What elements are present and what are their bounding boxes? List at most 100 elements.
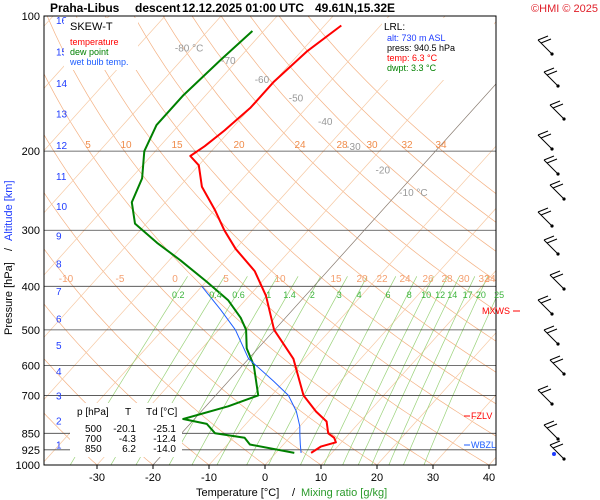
table-row-700-p: 700 — [85, 434, 102, 445]
wind-barb — [537, 35, 554, 56]
altitude-tick-label: 1 — [56, 440, 62, 451]
wind-barb-staff — [549, 104, 565, 120]
wind-barb-base — [550, 402, 554, 406]
wind-barb-base — [550, 312, 554, 316]
wind-barb-staff — [537, 389, 553, 405]
pressure-tick-label: 200 — [22, 146, 40, 158]
mixing-ratio-line — [268, 276, 368, 465]
pressure-tick-label: 300 — [22, 225, 40, 237]
table-row-850-td: -14.0 — [153, 444, 176, 455]
x-tick-label: 10 — [315, 472, 327, 484]
x-tick-label: 0 — [262, 472, 268, 484]
mixing-ratio-label: 0.6 — [232, 290, 245, 300]
x-tick-label: 30 — [427, 472, 439, 484]
wind-barb-base — [550, 224, 554, 228]
wind-barb — [537, 130, 554, 151]
chart-title-datetime: 12.12.2025 01:00 UTC — [182, 1, 304, 15]
dry-adiabat-line — [249, 16, 496, 252]
mixing-ratio-label: 12 — [435, 290, 445, 300]
wind-barb-staff — [549, 444, 565, 460]
table-row-850-p: 850 — [85, 444, 102, 455]
wind-barb-base — [562, 197, 566, 201]
wind-barb — [537, 385, 554, 406]
adiabat-label: 10 — [120, 140, 132, 151]
wind-barb — [537, 207, 554, 228]
adiabat-label: -5 — [116, 274, 125, 285]
wind-barb-base — [550, 147, 554, 151]
adiabat-label: 10 — [274, 274, 286, 285]
altitude-tick-label: 4 — [56, 367, 62, 378]
wind-barb-staff — [549, 184, 565, 200]
lrl-dwpt: dwpt: 3.3 °C — [387, 63, 437, 73]
wind-barb — [543, 235, 560, 256]
legend-wet-bulb: wet bulb temp. — [69, 57, 129, 67]
fzlv-label: FZLV — [471, 411, 492, 421]
altitude-tick-label: 3 — [56, 391, 62, 402]
mixing-ratio-label: 14 — [447, 290, 457, 300]
wind-barb — [543, 155, 560, 176]
wind-barb-base — [562, 372, 566, 376]
altitude-tick-label: 8 — [56, 260, 62, 271]
mixing-ratio-label: 8 — [407, 290, 412, 300]
adiabat-label: 24 — [294, 140, 306, 151]
wind-barb-feather — [549, 440, 561, 446]
wind-barb — [543, 325, 560, 346]
dry-adiabat-line — [220, 16, 496, 282]
mixing-ratio-line — [403, 276, 489, 465]
wind-barb-base — [556, 172, 560, 176]
altitude-tick-label: 16 — [56, 16, 68, 27]
wind-barb-base — [556, 84, 560, 88]
isotherm-label: -70 — [221, 56, 236, 67]
lrl-title: LRL: — [384, 22, 405, 33]
wind-barb-feather — [537, 130, 549, 136]
adiabat-label: 15 — [171, 140, 183, 151]
mixing-ratio-line — [357, 276, 448, 465]
chart-grid — [44, 16, 496, 465]
mixing-ratio-label: 17 — [463, 290, 473, 300]
wind-barb-feather — [552, 103, 564, 109]
wind-barb-staff — [549, 274, 565, 290]
dry-adiabat-line — [104, 16, 496, 405]
altitude-tick-label: 15 — [56, 48, 68, 59]
wind-barb-staff — [537, 134, 553, 150]
adiabat-label: 26 — [422, 274, 434, 285]
wind-barb-staff — [537, 39, 553, 55]
isotherm-line — [44, 16, 222, 214]
wind-barb-feather — [540, 210, 552, 216]
table-header-p: p [hPa] — [77, 407, 109, 418]
mixing-ratio-label: 6 — [385, 290, 390, 300]
isotherm-label: -50 — [289, 93, 304, 104]
pressure-tick-label: 600 — [22, 360, 40, 372]
wbzl-label: WBZL — [471, 440, 496, 450]
pressure-tick-label: 500 — [22, 325, 40, 337]
mixing-ratio-label: 20 — [476, 290, 486, 300]
wind-barb — [549, 180, 566, 201]
wind-barb-base — [562, 457, 566, 461]
lrl-press: press: 940.5 hPa — [387, 43, 455, 53]
wind-barb-feather — [543, 67, 555, 73]
table-header-t: T — [125, 407, 131, 418]
wind-barb-feather — [543, 325, 555, 331]
wind-barb-feather — [537, 385, 549, 391]
adiabat-label: -10 — [59, 274, 74, 285]
x-tick-label: -10 — [201, 472, 217, 484]
wind-barb-staff — [537, 299, 553, 315]
mixing-ratio-label: 0.4 — [209, 290, 222, 300]
x-tick-label: -20 — [145, 472, 161, 484]
mxws-label: MXWS — [482, 306, 510, 316]
series-line-dew-point — [130, 30, 295, 454]
altitude-tick-label: 5 — [56, 341, 62, 352]
wind-barb-feather — [552, 273, 564, 279]
wind-barb-feather — [540, 133, 552, 139]
wind-barb-feather — [552, 358, 564, 364]
isotherm-label: -80 °C — [175, 44, 203, 55]
x-axis-sep: / — [292, 487, 296, 499]
wind-barb-feather — [549, 180, 561, 186]
wind-barb-base — [556, 437, 560, 441]
x-axis-label: Temperature [°C] — [196, 487, 279, 499]
pressure-tick-label: 100 — [22, 11, 40, 23]
adiabat-label: 32 — [401, 140, 413, 151]
wind-barb-feather — [543, 420, 555, 426]
mixing-ratio-label: 4 — [357, 290, 362, 300]
